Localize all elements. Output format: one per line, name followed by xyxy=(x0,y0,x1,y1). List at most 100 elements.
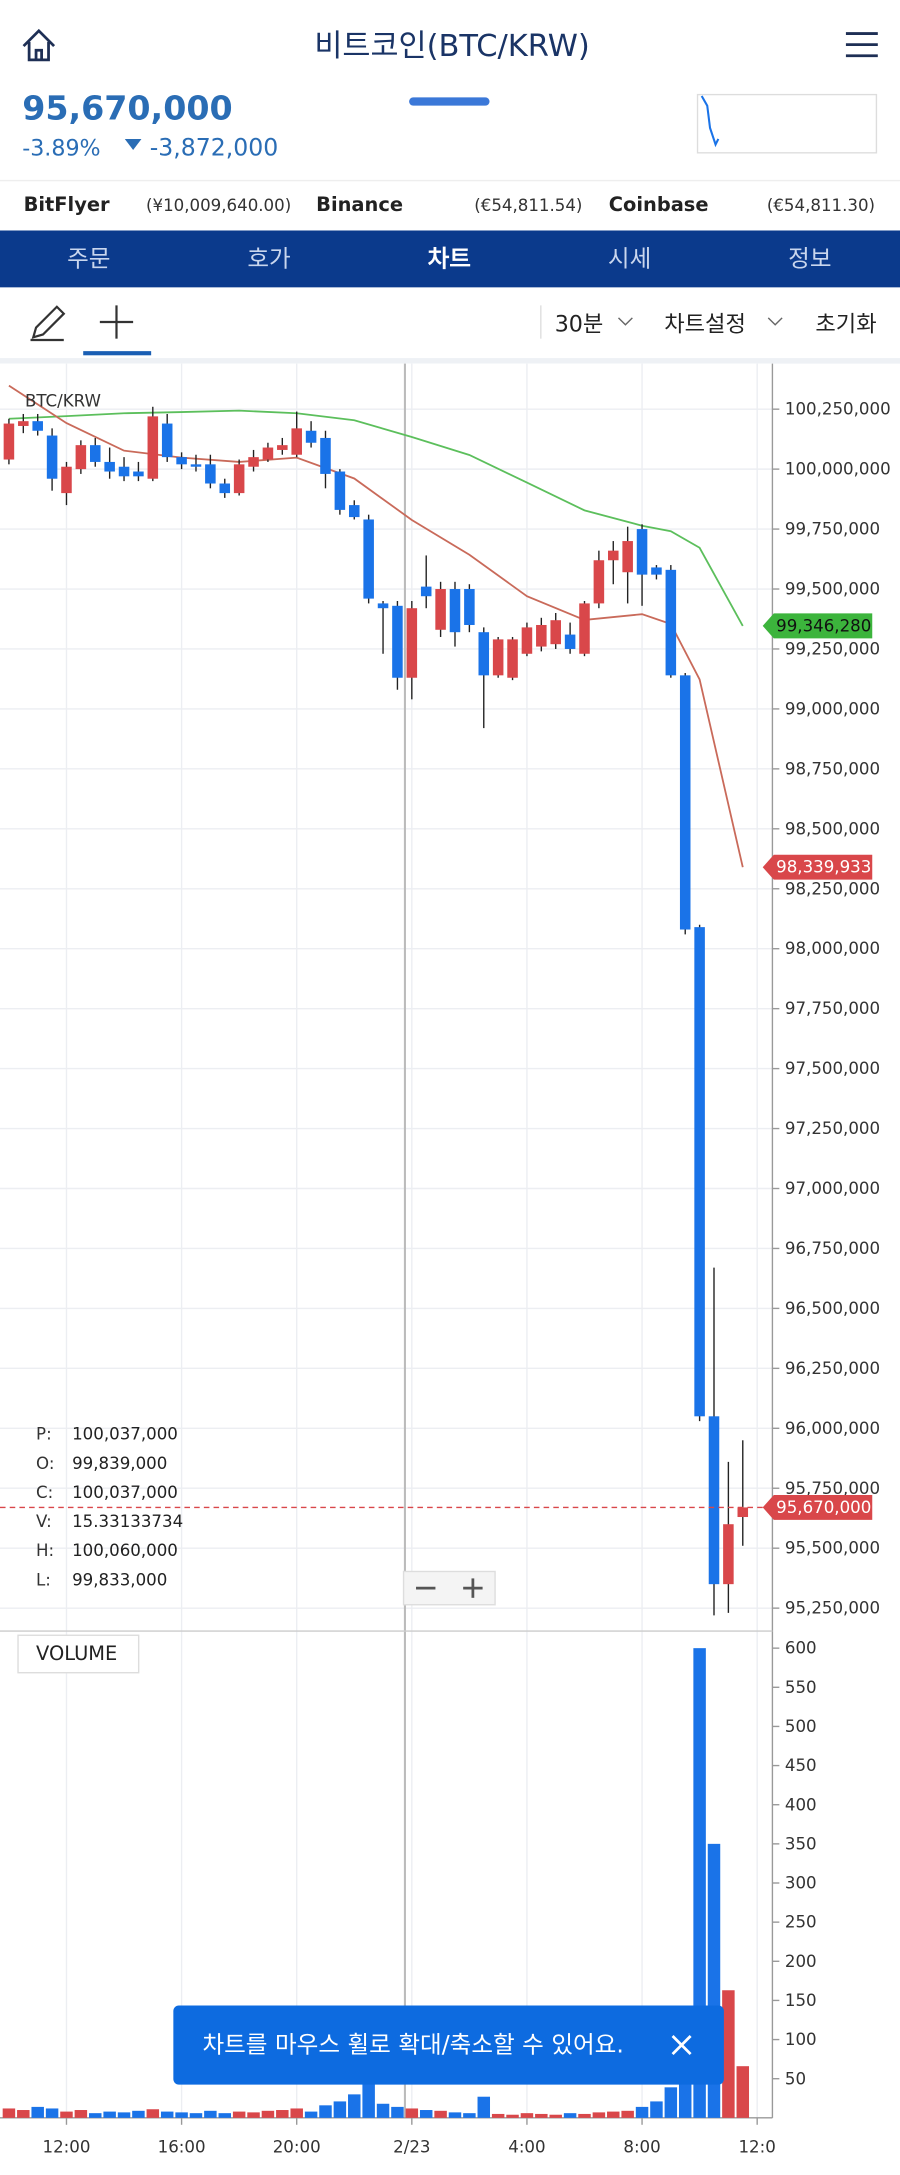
draw-tool[interactable] xyxy=(30,305,66,342)
volume-bar xyxy=(232,2111,246,2118)
info-label: L: xyxy=(36,1570,51,1589)
volume-bar xyxy=(60,2111,73,2118)
exchange-price: (¥10,009,640.00) xyxy=(146,196,291,215)
info-label: V: xyxy=(36,1512,52,1531)
candle-body xyxy=(478,632,490,676)
y-tick-label: 99,000,000 xyxy=(785,699,880,718)
volume-bar xyxy=(520,2113,534,2118)
zoom-controls xyxy=(402,1570,496,1606)
y-tick-label: 200 xyxy=(785,1952,817,1971)
volume-bar xyxy=(276,2110,289,2118)
x-tick-label: 20:00 xyxy=(273,2138,321,2157)
candle-body xyxy=(18,421,29,426)
price-tag xyxy=(762,1494,873,1520)
change-amount: -3,872,000 xyxy=(150,134,278,162)
tab[interactable]: 주문 xyxy=(67,245,110,273)
info-value: 100,060,000 xyxy=(72,1541,178,1560)
volume-bar xyxy=(477,2096,491,2118)
candle-body xyxy=(579,603,590,654)
volume-bar xyxy=(89,2113,102,2118)
volume-bar xyxy=(463,2113,476,2118)
candle-body xyxy=(521,627,533,654)
volume-label-box xyxy=(17,1634,140,1674)
y-tick-label: 550 xyxy=(785,1678,817,1697)
volume-bar xyxy=(664,2087,678,2118)
volume-bar xyxy=(535,2113,548,2118)
candle-body xyxy=(277,445,288,450)
candle-body xyxy=(492,639,504,676)
candle-body xyxy=(46,435,58,479)
candle-body xyxy=(118,466,130,477)
tab[interactable]: 차트 xyxy=(428,245,471,273)
volume-bar xyxy=(563,2113,577,2118)
volume-bar xyxy=(491,2113,505,2118)
volume-bar xyxy=(693,1648,706,2118)
reset-button[interactable]: 초기화 xyxy=(815,312,876,338)
candle-body xyxy=(593,560,605,604)
price-tag-label: 98,339,933 xyxy=(776,858,871,877)
drag-handle[interactable] xyxy=(409,97,490,106)
y-tick-label: 100 xyxy=(785,2030,817,2049)
tab-bar xyxy=(0,230,900,288)
toolbar-shadow xyxy=(0,358,900,364)
y-tick-label: 97,500,000 xyxy=(785,1059,880,1078)
candle-body xyxy=(291,428,302,455)
volume-bar xyxy=(160,2111,174,2118)
y-tick-label: 100,000,000 xyxy=(785,460,891,479)
candle-body xyxy=(694,927,705,1417)
volume-bar xyxy=(45,2108,59,2118)
volume-bar xyxy=(333,2101,347,2118)
volume-bar xyxy=(261,2110,275,2118)
volume-bar xyxy=(2,2108,16,2118)
y-tick-label: 50 xyxy=(785,2069,806,2088)
y-tick-label: 450 xyxy=(785,1756,817,1775)
price-tag xyxy=(762,613,873,639)
candle-body xyxy=(536,624,547,647)
price-tag-label: 99,346,280 xyxy=(776,616,871,635)
info-value: 15.33133734 xyxy=(72,1512,183,1531)
menu-button[interactable] xyxy=(845,32,878,58)
candle-body xyxy=(89,445,101,462)
home-button[interactable] xyxy=(22,28,56,62)
volume-bar xyxy=(74,2110,88,2118)
volume-bar xyxy=(117,2112,131,2118)
volume-bar xyxy=(722,1990,735,2118)
volume-bar xyxy=(621,2110,634,2118)
price-tag xyxy=(762,854,873,880)
y-tick-label: 600 xyxy=(785,1639,817,1658)
volume-bar xyxy=(592,2112,606,2118)
volume-bar xyxy=(391,2106,404,2118)
y-tick-label: 250 xyxy=(785,1913,817,1932)
exchange-row: BitFlyer (¥10,009,640.00) Binance (€54,811.… xyxy=(24,193,875,216)
chart-symbol: BTC/KRW xyxy=(25,392,101,411)
volume-bar xyxy=(578,2113,591,2118)
volume-bar xyxy=(736,2066,750,2118)
exchange-price: (€54,811.30) xyxy=(767,196,875,215)
toast-close[interactable] xyxy=(671,2035,692,2056)
y-tick-label: 95,750,000 xyxy=(785,1479,880,1498)
tab[interactable]: 호가 xyxy=(247,245,290,273)
info-label: O: xyxy=(36,1454,54,1473)
crosshair-tool[interactable] xyxy=(99,305,134,339)
zoom-in[interactable] xyxy=(463,1578,483,1598)
y-tick-label: 350 xyxy=(785,1834,817,1853)
y-tick-label: 96,250,000 xyxy=(785,1359,880,1378)
tab[interactable]: 정보 xyxy=(788,245,831,273)
candle-body xyxy=(564,634,576,649)
candle-body xyxy=(406,608,418,678)
exchange-name: Binance xyxy=(316,193,403,216)
candle-body xyxy=(104,461,115,472)
active-tool-indicator xyxy=(83,351,152,356)
chart-settings[interactable]: 차트설정 xyxy=(664,312,746,338)
info-label: H: xyxy=(36,1541,54,1560)
y-tick-label: 96,750,000 xyxy=(785,1239,880,1258)
info-value: 99,839,000 xyxy=(72,1454,167,1473)
candle-body xyxy=(205,464,216,484)
volume-bar xyxy=(146,2109,160,2118)
tab[interactable]: 시세 xyxy=(608,245,651,273)
interval-select[interactable]: 30분 xyxy=(555,312,604,338)
y-tick-label: 99,750,000 xyxy=(785,520,880,539)
y-tick-label: 98,000,000 xyxy=(785,939,880,958)
